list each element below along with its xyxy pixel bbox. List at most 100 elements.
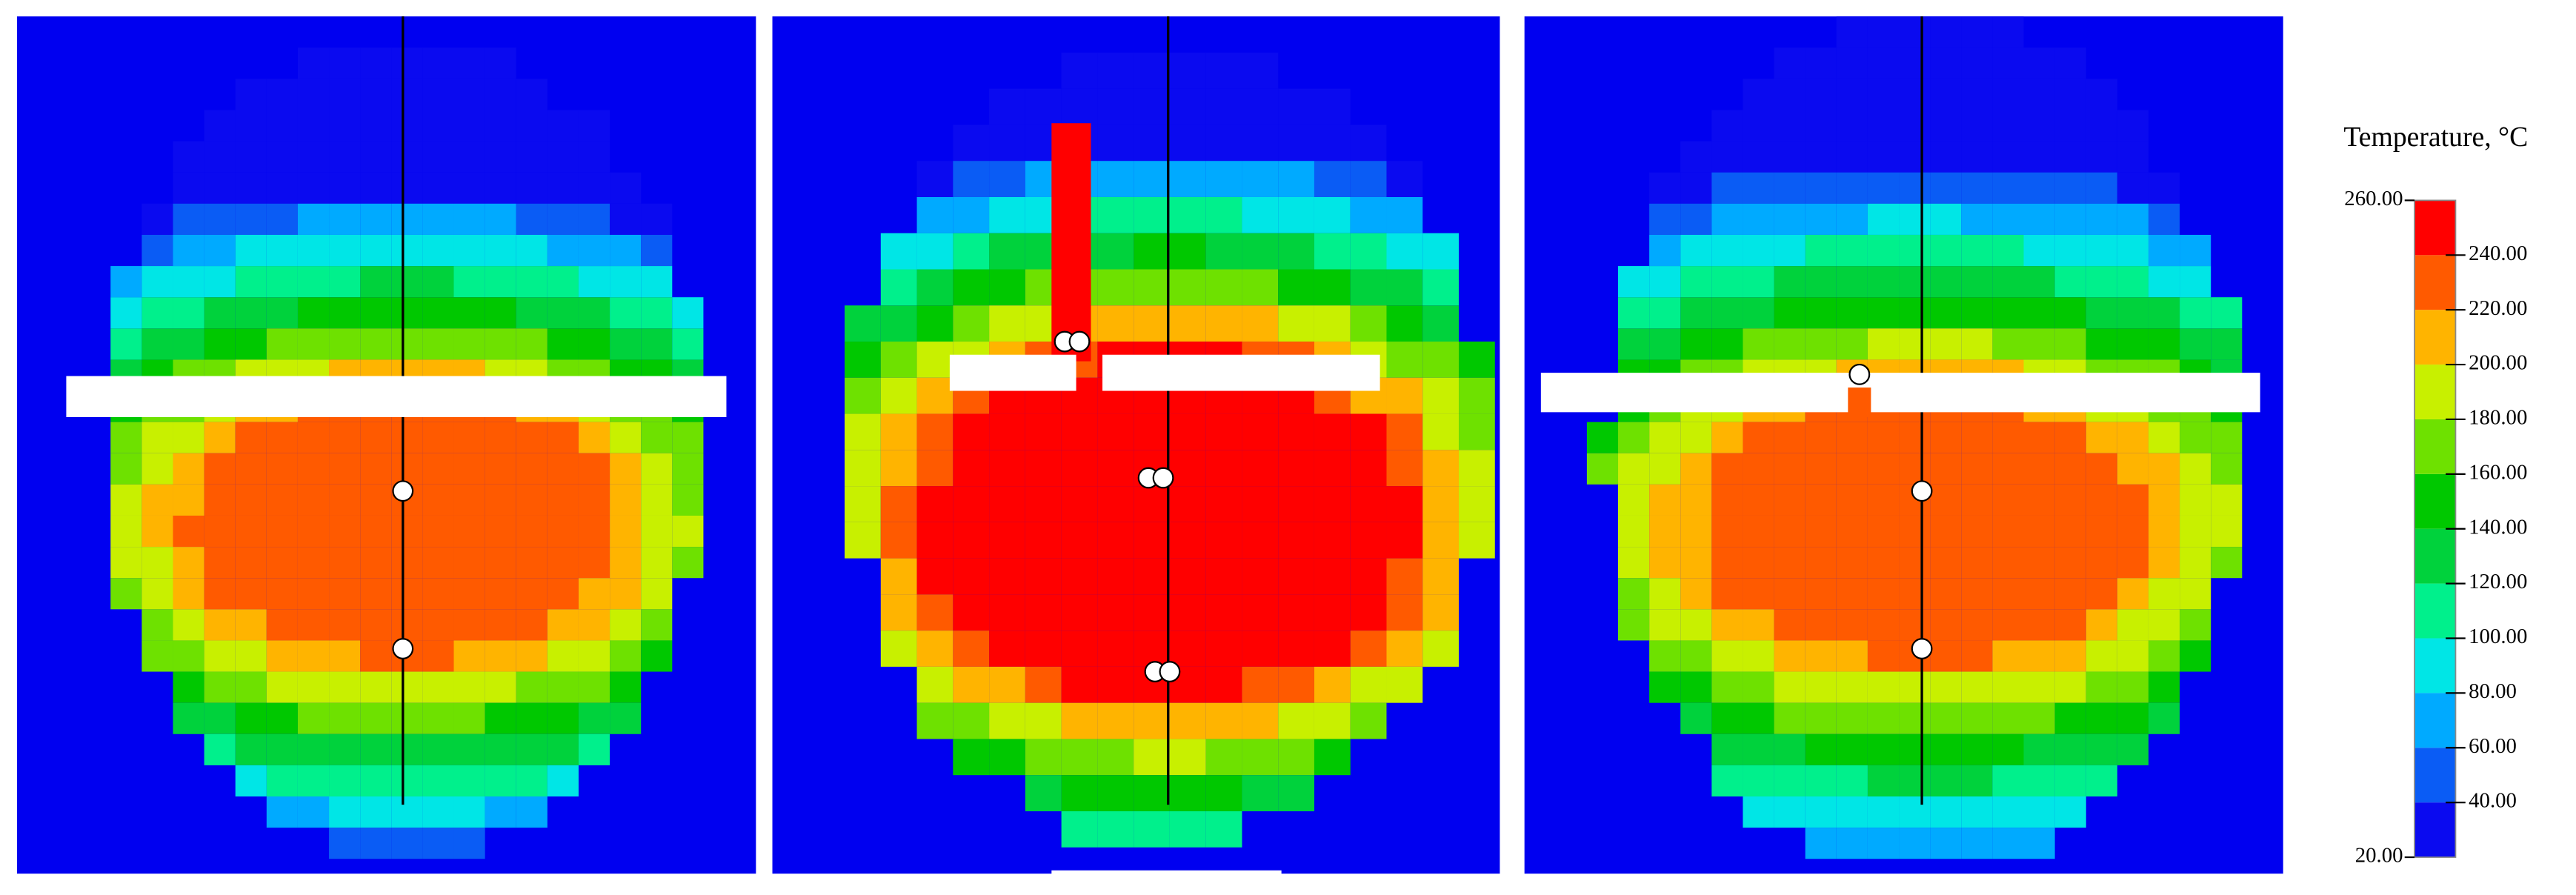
heat-cell: [916, 702, 953, 739]
heat-cell: [1618, 328, 1650, 360]
heat-cell: [1134, 631, 1170, 667]
heat-cell: [2148, 578, 2180, 610]
heat-cell: [1992, 453, 2024, 485]
heat-cell: [1743, 702, 1774, 734]
heat-cell: [266, 765, 298, 797]
heat-cell: [610, 484, 642, 516]
heat-cell: [989, 486, 1025, 522]
heat-cell: [1774, 671, 1805, 703]
heat-cell: [953, 413, 990, 450]
heat-cell: [485, 765, 516, 797]
heat-cell: [453, 515, 485, 548]
heat-cell: [1711, 671, 1743, 703]
heat-cell: [641, 484, 673, 516]
heat-cell: [173, 484, 204, 516]
colorbar-segment: [2414, 365, 2456, 419]
heat-cell: [1774, 796, 1805, 828]
heat-cell: [1350, 522, 1387, 559]
heat-cell: [1805, 796, 1837, 828]
heat-cell: [2054, 266, 2086, 298]
heat-cell: [1836, 733, 1868, 765]
heat-cell: [1134, 486, 1170, 522]
heat-cell: [2117, 547, 2149, 579]
colorbar-segment: [2414, 200, 2456, 256]
heat-cell: [235, 141, 267, 173]
heat-cell: [391, 828, 423, 859]
heat-cell: [1278, 450, 1314, 487]
heat-cell: [1836, 203, 1868, 235]
heat-cell: [1961, 141, 1993, 173]
heat-cell: [453, 203, 485, 235]
heat-cell: [2117, 640, 2149, 672]
heat-cell: [1930, 578, 1962, 610]
heat-cell: [1618, 578, 1650, 610]
heat-cell: [1314, 196, 1351, 233]
heat-cell: [2117, 141, 2149, 173]
heat-cell: [391, 578, 423, 610]
heat-cell: [989, 269, 1025, 306]
heat-cell: [453, 297, 485, 329]
heat-cell: [329, 110, 361, 142]
heat-cell: [453, 453, 485, 485]
heat-cell: [485, 422, 516, 453]
heat-cell: [880, 522, 917, 559]
heat-cell: [1097, 739, 1134, 776]
heat-cell: [453, 702, 485, 734]
heat-cell: [2180, 578, 2211, 610]
heat-cell: [297, 79, 330, 110]
heat-cell: [1097, 450, 1134, 487]
heat-cell: [641, 203, 673, 235]
heat-cell: [2211, 422, 2243, 453]
heat-cell: [547, 297, 579, 329]
heat-cell: [2086, 515, 2117, 548]
heat-cell: [391, 234, 423, 267]
heat-cell: [1961, 702, 1993, 734]
heat-cell: [2117, 453, 2149, 485]
heat-cell: [329, 453, 361, 485]
heat-cell: [1350, 702, 1387, 739]
heat-cell: [610, 422, 642, 453]
heat-cell: [578, 671, 610, 703]
heat-cell: [1422, 450, 1460, 487]
heat-cell: [2023, 172, 2055, 204]
heat-cell: [1097, 666, 1134, 703]
heat-cell: [2023, 671, 2055, 703]
heat-cell: [2148, 172, 2180, 204]
heat-cell: [2086, 422, 2117, 453]
heat-cell: [297, 796, 330, 828]
heat-cell: [1649, 547, 1681, 579]
heat-cell: [1711, 733, 1743, 765]
heat-cell: [1278, 631, 1314, 667]
heat-cell: [1992, 578, 2024, 610]
heat-cell: [1061, 594, 1098, 631]
heat-cell: [1314, 558, 1351, 595]
heat-cell: [1586, 422, 1619, 453]
heat-cell: [1242, 52, 1279, 89]
heat-cell: [1025, 413, 1062, 450]
heat-cell: [1743, 172, 1774, 204]
heat-cell: [1867, 47, 1900, 79]
heat-cell: [2117, 578, 2149, 610]
heat-cell: [329, 328, 361, 360]
heat-cell: [1649, 328, 1681, 360]
heat-cell: [266, 671, 298, 703]
heat-cell: [360, 453, 392, 485]
heat-cell: [1867, 203, 1900, 235]
heat-cell: [1930, 47, 1962, 79]
heat-cell: [1169, 88, 1206, 125]
heat-cell: [1169, 486, 1206, 522]
heat-cell: [422, 609, 454, 641]
tick-label: 40.00: [2469, 789, 2517, 813]
heat-cell: [1805, 484, 1837, 516]
heat-cell: [1805, 609, 1837, 641]
heat-cell: [578, 578, 610, 610]
heat-cell: [235, 453, 267, 485]
heat-cell: [2086, 733, 2117, 765]
heat-cell: [2086, 484, 2117, 516]
heat-cell: [485, 796, 516, 828]
heat-cell: [1961, 266, 1993, 298]
heat-cell: [1386, 269, 1423, 306]
heat-cell: [1774, 79, 1805, 110]
heat-cell: [173, 609, 204, 641]
